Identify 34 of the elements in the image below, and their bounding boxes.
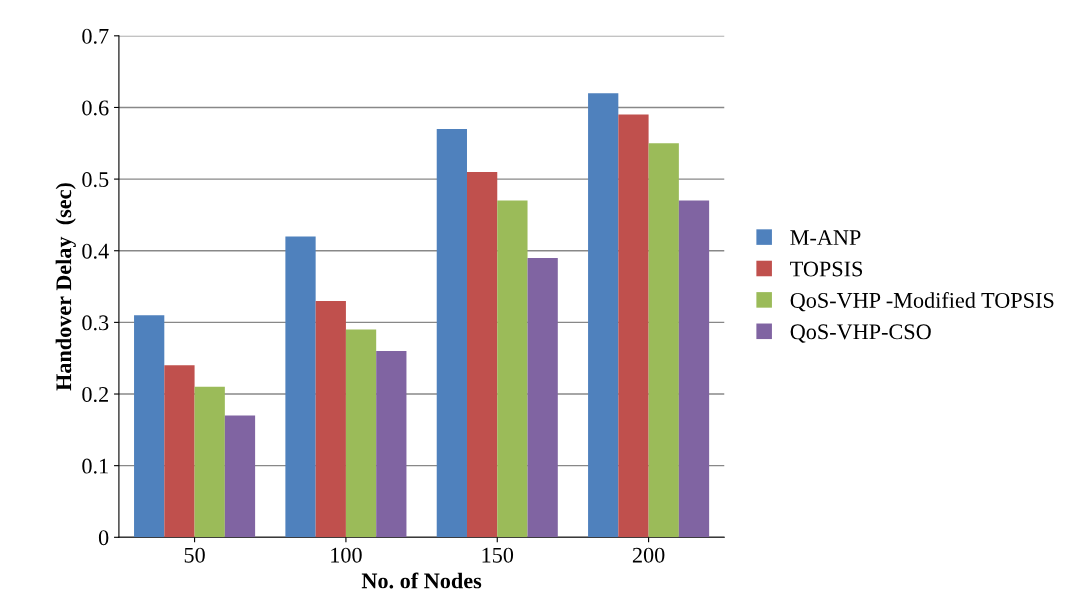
bar bbox=[224, 415, 256, 538]
y-tick-label: 0.2 bbox=[82, 386, 108, 403]
x-axis-title: No. of Nodes bbox=[361, 572, 482, 589]
bar bbox=[678, 200, 710, 538]
bar bbox=[315, 300, 346, 538]
bar bbox=[648, 143, 679, 538]
legend-label: TOPSIS bbox=[790, 261, 863, 277]
bar bbox=[497, 200, 528, 538]
x-tick-label: 200 bbox=[632, 547, 665, 563]
bar bbox=[134, 315, 165, 538]
y-tick-label: 0.1 bbox=[82, 458, 108, 474]
y-tick-label: 0.5 bbox=[82, 172, 109, 188]
bar bbox=[466, 171, 498, 538]
x-tick-label: 50 bbox=[184, 547, 205, 563]
legend-label: QoS-VHP -Modified TOPSIS bbox=[790, 292, 1054, 312]
bar bbox=[345, 329, 377, 538]
bar bbox=[194, 386, 225, 538]
y-tick-label: 0.7 bbox=[82, 28, 109, 44]
y-tick-label: 0 bbox=[98, 530, 109, 546]
y-tick-label: 0.6 bbox=[82, 100, 109, 116]
y-tick-label: 0.3 bbox=[82, 315, 109, 331]
x-tick-label: 100 bbox=[331, 547, 362, 563]
bar bbox=[436, 128, 467, 538]
y-axis-title: Handover Delay (sec) bbox=[55, 183, 76, 391]
bar bbox=[164, 365, 195, 538]
legend-label: QoS-VHP-CSO bbox=[790, 324, 931, 343]
y-tick-label: 0.4 bbox=[82, 243, 109, 259]
bar bbox=[618, 114, 649, 538]
bar bbox=[588, 93, 619, 538]
legend-label: M-ANP bbox=[790, 230, 861, 245]
x-tick-label: 150 bbox=[482, 547, 514, 563]
bar bbox=[376, 351, 407, 538]
bar bbox=[285, 236, 316, 538]
bar bbox=[527, 257, 558, 538]
